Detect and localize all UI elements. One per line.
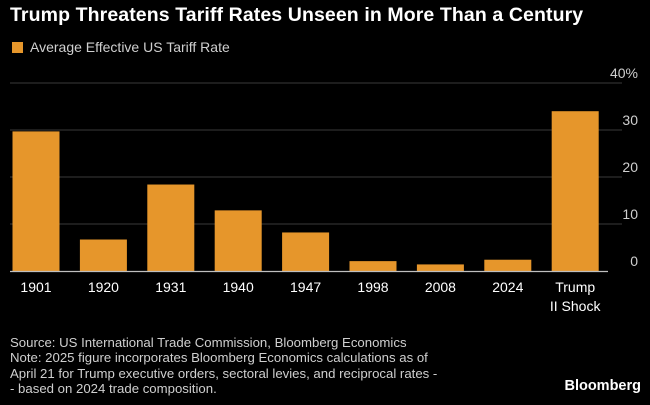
y-tick-label: 40% xyxy=(610,65,638,81)
legend: Average Effective US Tariff Rate xyxy=(12,37,230,57)
note-line-3: - based on 2024 trade composition. xyxy=(10,380,217,396)
note-line-2: April 21 for Trump executive orders, sec… xyxy=(10,365,438,381)
y-tick-label: 30 xyxy=(622,112,638,128)
footnote: Source: US International Trade Commissio… xyxy=(10,335,530,396)
x-tick-label: 1998 xyxy=(357,279,388,295)
source-note: Source: US International Trade Commissio… xyxy=(10,335,407,350)
bar xyxy=(147,184,195,271)
x-tick-label: Trump II Shock xyxy=(550,279,602,314)
bar xyxy=(282,232,330,271)
y-tick-label: 10 xyxy=(622,206,638,222)
y-tick-label: 0 xyxy=(630,253,638,269)
x-tick-label: 2008 xyxy=(425,279,456,295)
x-tick-label: 1901 xyxy=(20,279,51,295)
x-tick-label: 1947 xyxy=(290,279,321,295)
x-tick-label: 1920 xyxy=(88,279,119,295)
bar xyxy=(551,111,599,271)
note-line-1: Note: 2025 figure incorporates Bloomberg… xyxy=(10,350,428,366)
bar xyxy=(12,131,60,271)
x-tick-label: 1931 xyxy=(155,279,186,295)
bar xyxy=(79,239,127,271)
legend-swatch xyxy=(12,41,23,53)
bloomberg-logo: Bloomberg xyxy=(564,378,641,394)
bar xyxy=(416,264,464,271)
bar xyxy=(349,261,397,271)
legend-label: Average Effective US Tariff Rate xyxy=(30,39,230,55)
x-tick-label: 2024 xyxy=(492,279,523,295)
chart-title: Trump Threatens Tariff Rates Unseen in M… xyxy=(10,4,584,26)
x-tick-label: 1940 xyxy=(223,279,254,295)
bar-chart: 0 10 20 30 40% 1901 1920 1931 1940 1947 1998 2008 20… xyxy=(10,65,638,314)
y-tick-label: 20 xyxy=(622,159,638,175)
bar xyxy=(484,259,532,271)
bar xyxy=(214,210,262,271)
